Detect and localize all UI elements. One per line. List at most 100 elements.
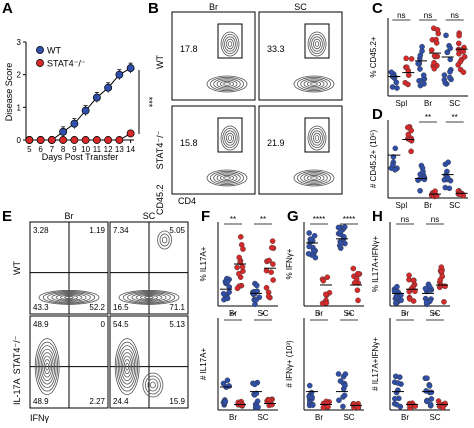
panel-b-gate-value: 33.3 (267, 44, 285, 54)
panel-a-point (126, 129, 135, 138)
panel-a-xtick-label: 12 (104, 145, 113, 154)
dotplot-point (408, 56, 415, 62)
dotplot-category-label: Spl (396, 201, 408, 210)
dotplot-point (410, 277, 417, 284)
dotplot-ylabel: % IL17A+IFNγ+ (371, 235, 380, 292)
panel-e-contour (55, 294, 83, 301)
dotplot-point (270, 277, 276, 283)
dotplot-point (442, 283, 448, 290)
dotplot-point (224, 279, 231, 285)
dotplot-point (426, 383, 433, 389)
panel-e-contour (127, 292, 171, 303)
dotplot-point (268, 269, 274, 275)
panel-b-col-header: SC (294, 2, 307, 12)
panel-e-quadrant-value: 0 (101, 320, 106, 329)
dotplot-point (461, 53, 468, 60)
dotplot-point (310, 247, 317, 254)
panel-e-contour (125, 362, 130, 371)
dotplot-point (437, 277, 444, 283)
dotplot-significance: ** (346, 311, 352, 320)
panel-e-quadrant-value: 48.9 (33, 397, 49, 406)
panel-e-contour (64, 296, 74, 299)
panel-letter-c: C (372, 0, 383, 17)
panel-letter-f: F (201, 208, 211, 225)
dotplot-point (266, 397, 273, 403)
dotplot-point (408, 148, 414, 155)
panel-b-col-header: Br (209, 2, 218, 12)
dotplot-point (237, 234, 244, 240)
dotplot-point (269, 238, 276, 244)
dotplot-point (455, 40, 462, 47)
panel-b-contour (209, 76, 245, 92)
panel-e-row-label: WT (12, 261, 22, 275)
panel-b-contour (224, 130, 236, 146)
dotplot-significance: ns (424, 11, 432, 20)
panel-b-contour (312, 38, 321, 50)
panel-a-point (92, 136, 101, 144)
dotplot-significance: * (317, 311, 320, 320)
panel-b-contour (306, 80, 322, 88)
panel-b-contour (314, 135, 320, 141)
dotplot-significance: ns (450, 11, 458, 20)
panel-e-quadrant-value: 54.5 (113, 320, 129, 329)
panel-a-ytick-label: 3 (17, 38, 22, 47)
dotplot-point (405, 72, 412, 78)
panel-a-xtick-label: 8 (61, 145, 66, 154)
panel-a-series-line (29, 67, 131, 141)
dotplot-point (341, 392, 348, 399)
dotplot-point (446, 74, 453, 81)
panel-a-ytick-label: 2 (17, 71, 22, 80)
dotplot-point (416, 77, 422, 84)
dotplot-significance: ** (452, 113, 458, 122)
panel-letter-d: D (372, 106, 383, 123)
dotplot-point (393, 401, 400, 408)
dotplot-point (312, 254, 319, 261)
panel-b-contour (310, 82, 318, 86)
dotplot-point (268, 244, 275, 251)
dotplot-category-label: Br (229, 309, 237, 318)
panel-b-contour (293, 75, 335, 93)
panel-b-contour (209, 170, 245, 186)
dotplot-point (308, 236, 315, 242)
panel-a-xtick-label: 10 (81, 145, 90, 154)
dotplot-point (337, 378, 344, 384)
panel-e-quadrant-value: 24.4 (113, 397, 129, 406)
dotplot-point (423, 299, 430, 306)
panel-e-contour (39, 348, 56, 385)
dotplot-point (224, 377, 231, 384)
dotplot-significance: ** (425, 113, 431, 122)
panel-b-contour (219, 174, 235, 182)
dotplot-point (320, 404, 327, 411)
dotplot-point (443, 32, 449, 39)
panel-e-contour (122, 291, 176, 304)
panel-e-quadrant-value: 15.9 (169, 397, 185, 406)
dotplot-point (441, 72, 448, 78)
panel-a-xtick-label: 14 (126, 145, 135, 154)
dotplot-point (340, 403, 346, 410)
panel-a-xlabel: Days Post Transfer (42, 152, 119, 162)
dotplot-point (419, 48, 425, 54)
panel-b-contour (311, 130, 323, 146)
panel-a-legend-marker (36, 46, 44, 54)
dotplot-point (428, 47, 435, 53)
dotplot-category-label: Br (401, 309, 409, 318)
dotplot-point (441, 77, 448, 83)
panel-b-contour (303, 79, 325, 89)
panel-b-gate-value: 17.8 (180, 44, 198, 54)
dotplot-significance: ** (432, 311, 438, 320)
dotplot-point (431, 52, 438, 59)
panel-e-contour (60, 295, 78, 300)
panel-b-contour (312, 132, 321, 144)
panel-a-point (104, 83, 113, 92)
dotplot-point (403, 64, 410, 71)
dotplot-point (428, 389, 435, 396)
dotplot-point (417, 66, 423, 72)
dotplot-point (263, 267, 270, 274)
dotplot-point (355, 297, 361, 304)
dotplot-ylabel: % IFNγ+ (285, 248, 294, 279)
dotplot-point (421, 176, 428, 183)
panel-b-contour (213, 78, 241, 90)
panel-e-contour (122, 355, 133, 378)
panel-b-flow-plot (258, 105, 343, 195)
